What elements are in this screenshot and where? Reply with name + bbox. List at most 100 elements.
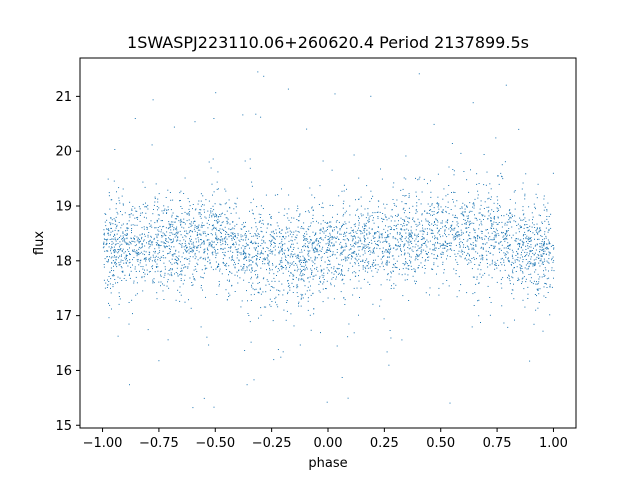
data-point bbox=[157, 227, 159, 228]
data-point bbox=[455, 234, 457, 235]
data-point bbox=[162, 250, 164, 252]
data-point bbox=[270, 218, 272, 219]
data-point bbox=[316, 268, 317, 270]
data-point bbox=[387, 234, 389, 236]
data-point bbox=[544, 250, 546, 252]
data-point bbox=[475, 245, 477, 247]
data-point bbox=[283, 214, 285, 216]
data-point bbox=[481, 224, 483, 226]
data-point bbox=[484, 201, 486, 203]
data-point bbox=[548, 262, 550, 264]
data-point bbox=[472, 206, 473, 208]
data-point bbox=[302, 294, 304, 296]
data-point bbox=[278, 228, 280, 230]
data-point bbox=[171, 263, 173, 265]
data-point bbox=[487, 232, 489, 234]
data-point bbox=[213, 227, 215, 229]
data-point bbox=[311, 245, 313, 247]
data-point bbox=[358, 177, 360, 179]
data-point bbox=[438, 229, 440, 231]
data-point bbox=[490, 217, 492, 219]
data-point bbox=[106, 260, 108, 262]
data-point bbox=[422, 243, 424, 244]
data-point bbox=[438, 230, 440, 232]
data-point bbox=[431, 211, 433, 213]
data-point bbox=[390, 248, 391, 250]
data-point bbox=[113, 238, 115, 240]
data-point bbox=[169, 226, 171, 228]
data-point bbox=[347, 257, 349, 259]
data-point bbox=[280, 246, 282, 248]
data-point bbox=[209, 262, 211, 264]
data-point bbox=[421, 249, 423, 251]
data-point bbox=[449, 402, 451, 404]
data-point bbox=[421, 213, 423, 215]
data-point bbox=[207, 249, 209, 251]
data-point bbox=[296, 292, 298, 294]
data-point bbox=[391, 255, 393, 257]
data-point bbox=[375, 264, 377, 266]
data-point bbox=[300, 265, 302, 267]
data-point bbox=[212, 251, 214, 253]
data-point bbox=[359, 297, 360, 298]
data-point bbox=[258, 236, 260, 238]
data-point bbox=[400, 238, 402, 240]
data-point bbox=[466, 292, 468, 294]
data-point bbox=[122, 240, 124, 242]
data-point bbox=[338, 195, 340, 197]
data-point bbox=[247, 244, 249, 246]
data-point bbox=[126, 234, 128, 236]
data-point bbox=[163, 262, 165, 264]
data-point bbox=[185, 250, 187, 252]
data-point bbox=[188, 299, 189, 301]
data-point bbox=[509, 212, 511, 214]
data-point bbox=[433, 264, 435, 266]
data-point bbox=[455, 259, 457, 261]
data-point bbox=[408, 300, 410, 301]
data-point bbox=[249, 269, 250, 271]
data-point bbox=[265, 194, 267, 196]
data-point bbox=[194, 224, 196, 226]
data-point bbox=[425, 220, 427, 222]
data-point bbox=[213, 241, 215, 243]
data-point bbox=[219, 224, 221, 226]
data-point bbox=[519, 217, 521, 219]
data-point bbox=[428, 256, 430, 258]
data-point bbox=[310, 285, 311, 287]
data-point bbox=[270, 235, 272, 237]
data-point bbox=[416, 195, 417, 197]
data-point bbox=[318, 241, 320, 243]
data-point bbox=[110, 227, 112, 229]
data-point bbox=[543, 273, 545, 275]
data-point bbox=[491, 209, 493, 211]
data-point bbox=[133, 280, 135, 282]
data-point bbox=[156, 298, 158, 300]
data-point bbox=[291, 262, 293, 264]
data-point bbox=[522, 244, 524, 246]
data-point bbox=[386, 251, 388, 253]
data-point bbox=[248, 259, 250, 261]
data-point bbox=[174, 273, 175, 275]
data-point bbox=[511, 261, 513, 263]
data-point bbox=[438, 294, 440, 296]
data-point bbox=[379, 236, 381, 238]
data-point bbox=[283, 235, 284, 237]
data-point bbox=[463, 244, 465, 246]
data-point bbox=[135, 276, 137, 278]
data-point bbox=[414, 271, 416, 272]
data-point bbox=[319, 229, 321, 231]
data-point bbox=[467, 246, 469, 248]
data-point bbox=[474, 229, 476, 231]
data-point bbox=[176, 229, 178, 231]
data-point bbox=[317, 270, 319, 272]
data-point bbox=[189, 256, 191, 258]
data-point bbox=[192, 241, 194, 243]
data-point bbox=[509, 248, 511, 250]
data-point bbox=[482, 247, 484, 249]
data-point bbox=[318, 290, 320, 292]
data-point bbox=[110, 224, 112, 226]
data-point bbox=[173, 233, 175, 235]
data-point bbox=[231, 285, 233, 287]
data-point bbox=[426, 254, 428, 255]
data-point bbox=[325, 288, 327, 290]
